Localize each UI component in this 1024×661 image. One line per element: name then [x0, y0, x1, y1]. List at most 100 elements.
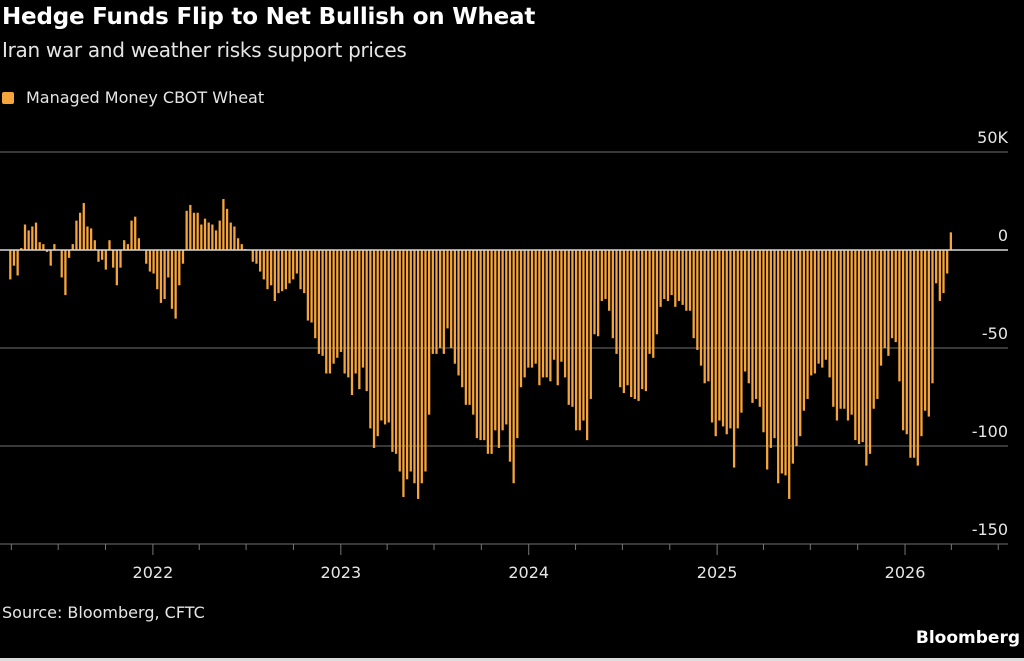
- bar: [846, 250, 850, 421]
- bar: [409, 250, 412, 472]
- bar: [86, 226, 89, 250]
- bar: [938, 250, 941, 301]
- bar: [545, 250, 548, 378]
- bar: [644, 250, 648, 392]
- bar: [372, 250, 376, 448]
- bar: [861, 250, 864, 443]
- bar: [821, 250, 824, 368]
- bar: [538, 250, 541, 386]
- bar: [626, 250, 629, 386]
- bar: [178, 250, 181, 286]
- bar: [828, 250, 831, 378]
- bar: [681, 250, 684, 305]
- bar: [692, 250, 695, 339]
- bar: [203, 218, 207, 250]
- bar: [174, 250, 177, 319]
- bar: [630, 250, 633, 397]
- bar: [688, 250, 692, 311]
- bar: [868, 250, 872, 454]
- bar: [659, 250, 662, 307]
- bar: [185, 210, 188, 250]
- bar: [608, 250, 611, 311]
- bar: [461, 250, 464, 388]
- bar: [810, 250, 813, 376]
- bar: [16, 250, 19, 276]
- bar: [306, 250, 310, 321]
- bar: [156, 250, 159, 290]
- bar: [534, 250, 537, 364]
- bar: [350, 250, 354, 396]
- bottom-border: [0, 658, 1024, 661]
- bar: [530, 250, 534, 368]
- bar: [266, 250, 269, 290]
- bar: [817, 250, 820, 364]
- bar: [479, 250, 482, 441]
- bar: [435, 250, 438, 354]
- bar: [563, 250, 567, 378]
- bar: [60, 250, 63, 278]
- bar: [655, 250, 659, 335]
- bar: [218, 220, 221, 250]
- bar: [732, 250, 736, 468]
- bar: [222, 199, 225, 250]
- bar: [486, 250, 490, 454]
- bar: [674, 250, 677, 307]
- bar: [754, 250, 758, 399]
- bar: [824, 250, 828, 360]
- bar: [159, 250, 163, 303]
- bar: [163, 250, 166, 299]
- bar: [380, 250, 383, 421]
- bar: [637, 250, 640, 401]
- bar: [38, 242, 41, 250]
- x-tick-label: 2022: [133, 563, 174, 582]
- legend-label: Managed Money CBOT Wheat: [26, 88, 265, 107]
- bar: [890, 250, 894, 339]
- bar: [615, 250, 618, 354]
- x-axis: 2022 2023 2024 2025 2026: [10, 544, 999, 582]
- bar: [181, 250, 185, 264]
- bar: [200, 224, 203, 250]
- bar: [89, 228, 93, 250]
- bar: [505, 250, 508, 425]
- bar: [112, 250, 115, 268]
- bar: [255, 250, 258, 264]
- bar: [295, 250, 299, 274]
- bar: [258, 250, 262, 272]
- bar: [788, 250, 791, 499]
- bar: [666, 250, 670, 301]
- bar: [104, 250, 107, 270]
- bar: [369, 250, 372, 429]
- bar: [574, 250, 578, 431]
- bar: [835, 250, 839, 421]
- bar: [501, 250, 504, 431]
- bar: [420, 250, 423, 484]
- bar: [578, 250, 581, 431]
- bar: [736, 250, 739, 429]
- bar: [707, 250, 710, 382]
- bar: [424, 250, 427, 472]
- bar: [799, 250, 802, 437]
- bar: [303, 250, 306, 294]
- bar: [909, 250, 912, 458]
- bar: [850, 250, 853, 415]
- legend: Managed Money CBOT Wheat: [2, 88, 264, 107]
- bar: [912, 250, 916, 458]
- bar: [464, 250, 468, 405]
- bar: [508, 250, 512, 462]
- bar: [225, 208, 229, 250]
- bar: [236, 238, 240, 250]
- bar: [916, 250, 919, 466]
- bar: [549, 250, 552, 382]
- bar: [391, 250, 394, 452]
- legend-swatch: [2, 91, 14, 104]
- bar: [453, 250, 456, 364]
- bar: [23, 224, 27, 250]
- gridlines: [0, 151, 1008, 545]
- bar: [905, 250, 908, 435]
- bar: [446, 250, 449, 329]
- bar: [802, 250, 806, 411]
- bar: [336, 250, 339, 358]
- bar: [214, 230, 218, 250]
- bar: [82, 202, 85, 250]
